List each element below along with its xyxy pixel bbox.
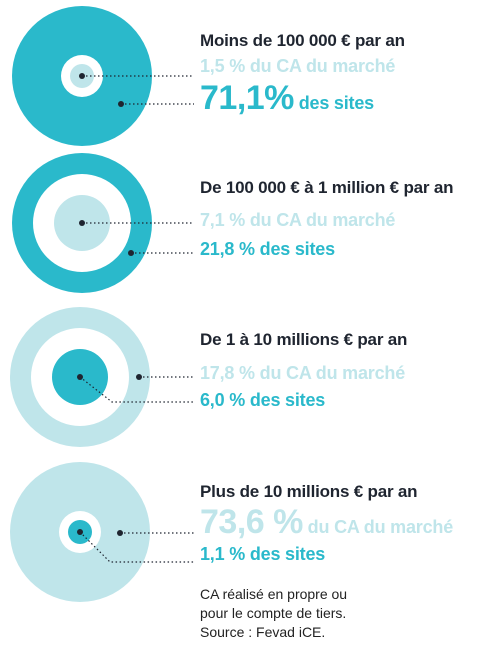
source-note-line-3: Source : Fevad iCE. (200, 624, 326, 640)
segment-1-ca-label: du CA du marché (249, 56, 396, 76)
segment-1-circles (12, 6, 194, 146)
segment-3-title: De 1 à 10 millions € par an (200, 330, 408, 349)
segment-2-sites-text: 21,8 % des sites (200, 239, 335, 260)
segment-4-sites-label: des sites (249, 544, 326, 564)
segment-2-ca-text: 7,1 % du CA du marché (200, 210, 395, 231)
segment-1-sites-value: 71,1% (200, 79, 294, 117)
source-note: CA réalisé en propre ou pour le compte d… (200, 585, 347, 642)
segment-1-ca-text: 1,5 % du CA du marché (200, 56, 395, 77)
segment-1-sites-text: 71,1% des sites (200, 79, 374, 118)
segment-row-4: Plus de 10 millions € par an 73,6 % du C… (0, 462, 478, 615)
segment-4-ca-text: 73,6 % du CA du marché (200, 503, 453, 542)
segment-2-circles (12, 153, 194, 293)
segment-3-ca-leader (79, 376, 194, 403)
segment-3-ca-label: du CA du marché (259, 363, 406, 383)
segment-1-title: Moins de 100 000 € par an (200, 31, 405, 50)
segment-3-ca-value: 17,8 % (200, 363, 255, 383)
segment-row-1: Moins de 100 000 € par an 1,5 % du CA du… (0, 0, 478, 150)
segment-3-ca-text: 17,8 % du CA du marché (200, 363, 405, 384)
source-note-line-2: pour le compte de tiers. (200, 605, 347, 621)
segment-1-sites-label: des sites (298, 93, 374, 113)
segment-row-3: De 1 à 10 millions € par an 17,8 % du CA… (0, 307, 478, 457)
segment-3-sites-text: 6,0 % des sites (200, 390, 325, 411)
segment-1-ca-value: 1,5 % (200, 56, 246, 76)
segment-3-circles (10, 307, 194, 447)
segment-2-title: De 100 000 € à 1 million € par an (200, 178, 454, 197)
segment-2-sites-label: des sites (259, 239, 335, 259)
segment-3-sites-value: 6,0 % (200, 390, 246, 410)
segment-4-sites-value: 1,1 % (200, 544, 246, 564)
segment-4-circles (10, 462, 194, 602)
segment-2-sites-value: 21,8 % (200, 239, 255, 259)
segment-4-ca-value: 73,6 % (200, 503, 303, 541)
segment-4-title: Plus de 10 millions € par an (200, 482, 418, 501)
segment-row-2: De 100 000 € à 1 million € par an 7,1 % … (0, 153, 478, 307)
segment-3-sites-label: des sites (249, 390, 326, 410)
source-note-line-1: CA réalisé en propre ou (200, 586, 348, 602)
segment-2-ca-value: 7,1 % (200, 210, 246, 230)
segment-4-ca-label: du CA du marché (307, 517, 454, 537)
segment-4-sites-text: 1,1 % des sites (200, 544, 325, 565)
segment-2-ca-label: du CA du marché (249, 210, 396, 230)
